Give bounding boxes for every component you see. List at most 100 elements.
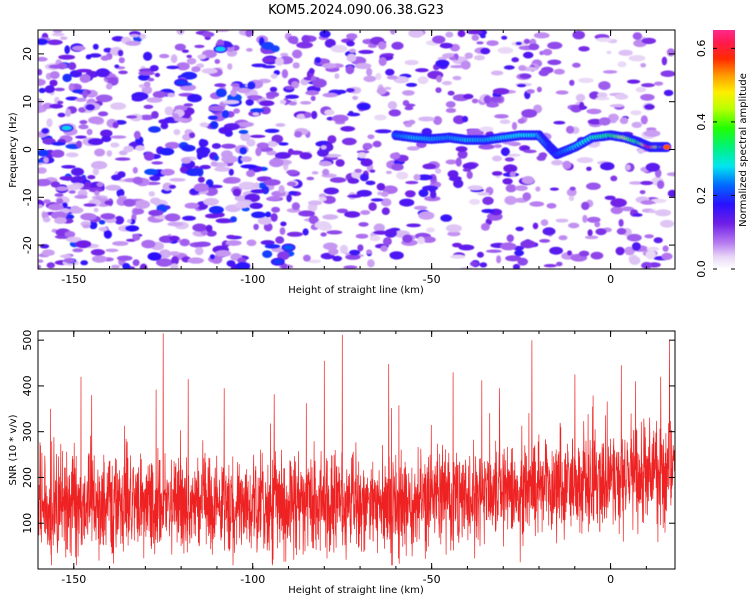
heatmap-blob: [381, 191, 389, 197]
heatmap-blob: [374, 114, 387, 121]
heatmap-blob: [208, 105, 225, 112]
heatmap-blob: [267, 196, 281, 201]
heatmap-blob: [378, 57, 387, 66]
heatmap-blob: [618, 219, 624, 227]
heatmap-blob: [94, 148, 106, 157]
heatmap-blob: [230, 89, 238, 97]
heatmap-blob: [555, 218, 569, 223]
heatmap-blob: [280, 221, 287, 227]
heatmap-blob: [54, 87, 65, 92]
heatmap-blob: [132, 176, 144, 185]
heatmap-blob: [75, 97, 87, 102]
x-tick-label: -50: [423, 573, 441, 586]
heatmap-blob: [628, 55, 646, 62]
heatmap-blob: [352, 95, 359, 100]
heatmap-blob: [471, 34, 479, 41]
heatmap-blob: [215, 250, 232, 257]
heatmap-blob: [133, 130, 141, 140]
heatmap-blob: [196, 150, 209, 158]
heatmap-blob: [538, 152, 548, 159]
heatmap-blob: [291, 202, 300, 211]
heatmap-blob: [72, 248, 84, 253]
heatmap-blob: [578, 101, 585, 110]
heatmap-blob: [263, 179, 281, 186]
heatmap-blob: [319, 30, 331, 38]
heatmap-blob: [301, 35, 310, 43]
heatmap-blob: [458, 244, 475, 251]
heatmap-blob: [259, 100, 275, 107]
heatmap-blob: [41, 127, 50, 134]
heatmap-blob: [422, 185, 439, 191]
heatmap-blob: [399, 198, 415, 207]
heatmap-blob: [149, 197, 161, 205]
heatmap-blob: [54, 193, 64, 197]
heatmap-blob: [250, 108, 265, 113]
heatmap-blob: [257, 217, 272, 225]
heatmap-blob: [358, 222, 369, 227]
heatmap-blob: [610, 198, 627, 208]
heatmap-blob: [226, 234, 236, 239]
heatmap-blob: [383, 53, 395, 57]
heatmap-blob: [287, 36, 298, 44]
heatmap-blob: [343, 265, 358, 269]
heatmap-blob: [138, 74, 151, 81]
heatmap-blob: [389, 251, 404, 260]
heatmap-blob: [80, 213, 97, 221]
heatmap-blob: [43, 157, 49, 164]
heatmap-blob: [387, 101, 398, 110]
heatmap-blob: [292, 49, 303, 59]
heatmap-blob: [167, 221, 184, 227]
heatmap-blob: [114, 215, 125, 225]
heatmap-blob: [480, 223, 490, 231]
heatmap-blob: [215, 218, 232, 224]
heatmap-blob: [375, 72, 382, 81]
heatmap-blob: [413, 205, 428, 210]
heatmap-blob: [408, 30, 424, 38]
heatmap-blob: [595, 228, 607, 236]
heatmap-blob: [322, 168, 330, 176]
heatmap-blob: [640, 115, 648, 125]
heatmap-blob: [280, 52, 289, 57]
heatmap-blob: [614, 93, 629, 100]
heatmap-blob: [304, 112, 312, 118]
heatmap-blob: [538, 69, 550, 77]
colorbar-gradient: [713, 30, 735, 269]
heatmap-blob: [660, 219, 675, 228]
heatmap-blob: [311, 110, 318, 120]
heatmap-blob: [227, 63, 233, 70]
heatmap-blob: [90, 249, 105, 256]
heatmap-blob: [549, 187, 560, 191]
heatmap-blob: [154, 72, 161, 78]
heatmap-blob: [305, 90, 320, 96]
heatmap-blob: [98, 226, 109, 232]
heatmap-blob: [356, 189, 372, 197]
heatmap-blob: [43, 199, 51, 204]
heatmap-blob: [201, 31, 215, 38]
heatmap-blob: [512, 263, 521, 269]
heatmap-blob: [100, 213, 116, 220]
x-tick-label: -150: [61, 573, 86, 586]
heatmap-blob: [160, 168, 175, 176]
heatmap-blob: [595, 37, 613, 42]
heatmap-blob: [418, 189, 429, 198]
heatmap-blob: [578, 77, 594, 84]
heatmap-blob: [66, 184, 81, 191]
heatmap-blob: [447, 90, 455, 96]
heatmap-blob: [558, 235, 568, 241]
heatmap-blob: [170, 263, 179, 269]
heatmap-blob: [86, 128, 93, 136]
heatmap-blob: [185, 168, 202, 177]
heatmap-blob: [158, 249, 171, 259]
heatmap-blob: [91, 255, 108, 263]
heatmap-blob: [374, 129, 392, 134]
heatmap-blob: [502, 178, 513, 185]
snr-series-line: [38, 333, 675, 566]
heatmap-blob: [199, 122, 209, 128]
heatmap-blob: [452, 75, 462, 81]
heatmap-blob: [141, 85, 153, 95]
heatmap-blob: [470, 261, 479, 267]
heatmap-blob: [314, 221, 331, 230]
heatmap-blob: [547, 59, 562, 66]
heatmap-blob: [49, 71, 60, 80]
